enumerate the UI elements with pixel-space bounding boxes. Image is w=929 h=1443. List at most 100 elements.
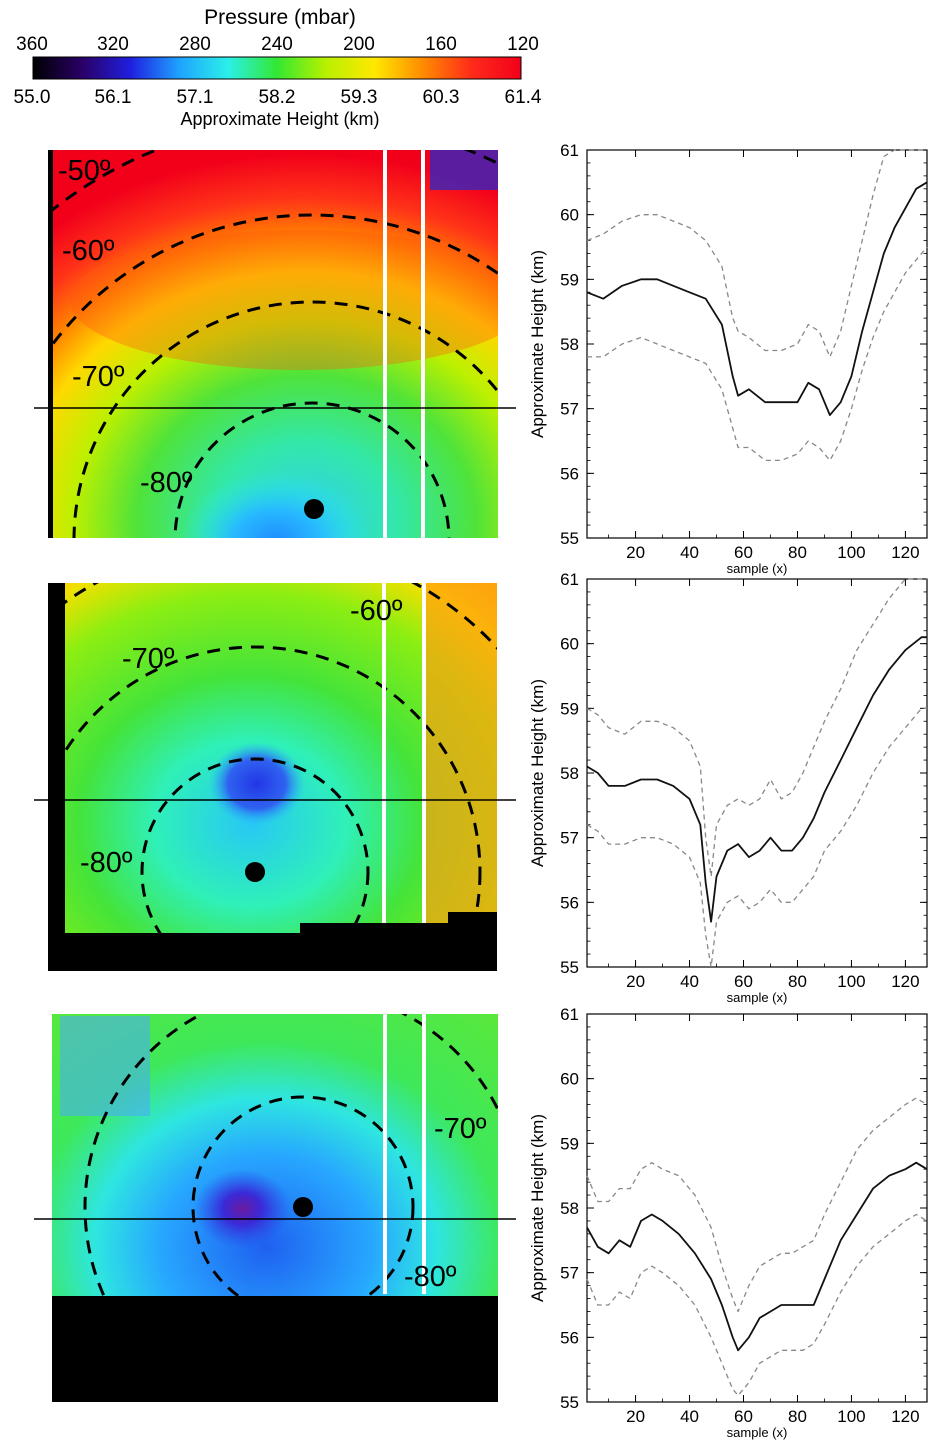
height-profile-plot-2: 55 56 57 58 59 60 61 20 40 60 80 100 120 sample (x) Ap…	[528, 570, 928, 1005]
series-line-lower	[586, 707, 927, 968]
height-tick: 56.1	[95, 87, 132, 108]
x-tick-label: 80	[788, 543, 807, 562]
pressure-tick: 280	[179, 34, 211, 55]
x-axis-label: sample (x)	[727, 1425, 788, 1440]
latitude-label: -60º	[62, 235, 115, 267]
dark-corner	[430, 150, 498, 190]
colorbar-title: Pressure (mbar)	[204, 6, 356, 29]
x-tick-label: 40	[680, 1407, 699, 1426]
pole-marker	[304, 499, 324, 519]
pressure-tick: 320	[97, 34, 129, 55]
series-line-upper	[586, 578, 927, 878]
plot-frame	[586, 1013, 928, 1403]
x-tick-label: 20	[626, 972, 645, 991]
series-line-upper	[586, 149, 927, 358]
data-gap	[383, 1014, 387, 1294]
x-axis-label: sample (x)	[727, 561, 788, 576]
vortex-core	[160, 685, 380, 875]
pressure-ticks: 360 320 280 240 200 160 120	[16, 34, 539, 55]
y-tick-label: 61	[560, 141, 579, 160]
y-tick-label: 58	[560, 1199, 579, 1218]
polar-map-2: -60º -70º -80º	[34, 583, 516, 971]
y-tick-label: 59	[560, 699, 579, 718]
data-gap	[422, 1014, 426, 1294]
y-tick-label: 59	[560, 270, 579, 289]
x-tick-label: 40	[680, 543, 699, 562]
x-tick-label: 100	[837, 972, 865, 991]
x-tick-label: 60	[734, 972, 753, 991]
warm-band	[70, 230, 498, 370]
data-gap	[382, 583, 386, 923]
height-tick: 60.3	[423, 87, 460, 108]
pressure-tick: 160	[425, 34, 457, 55]
height-profile-plots: 55 56 57 58 59 60 61 20 40 60 80 100 120 sample (x) Ap…	[528, 141, 928, 1440]
data-gap	[422, 583, 426, 923]
height-profile-plot-3: 55 56 57 58 59 60 61 20 40 60 80 100 120 sample (x) Ap…	[528, 1005, 928, 1440]
series-line-lower	[586, 1213, 928, 1397]
series-line-upper	[586, 1097, 928, 1313]
y-tick-label: 57	[560, 1264, 579, 1283]
height-tick: 61.4	[505, 87, 542, 108]
no-data-mask	[52, 1296, 498, 1402]
latitude-label: -80º	[140, 467, 193, 499]
vortex-core	[150, 1090, 370, 1270]
height-ticks: 55.0 56.1 57.1 58.2 59.3 60.3 61.4	[14, 87, 542, 108]
vortex-core	[150, 370, 450, 538]
latitude-circle	[83, 1014, 498, 1402]
latitude-circle	[191, 1095, 415, 1319]
x-tick-label: 100	[837, 543, 865, 562]
latitude-label: -70º	[72, 361, 125, 393]
x-tick-label: 20	[626, 543, 645, 562]
data-gap	[383, 150, 387, 538]
x-tick-label: 80	[788, 1407, 807, 1426]
y-tick-label: 60	[560, 1070, 579, 1089]
height-tick: 59.3	[341, 87, 378, 108]
x-tick-label: 20	[626, 1407, 645, 1426]
y-tick-label: 60	[560, 206, 579, 225]
height-tick: 55.0	[14, 87, 51, 108]
x-tick-label: 40	[680, 972, 699, 991]
y-tick-label: 56	[560, 464, 579, 483]
pressure-tick: 200	[343, 34, 375, 55]
y-tick-label: 60	[560, 635, 579, 654]
colorbar-gradient	[32, 56, 522, 80]
x-tick-label: 120	[891, 1407, 919, 1426]
y-tick-label: 55	[560, 529, 579, 548]
y-tick-label: 58	[560, 335, 579, 354]
series-line-lower	[587, 246, 928, 462]
polar-map-1: -50º -60º -70º -80º	[34, 150, 516, 538]
y-tick-label: 57	[560, 400, 579, 419]
x-tick-label: 120	[891, 972, 919, 991]
map-left-edge	[48, 150, 53, 538]
latitude-circle	[52, 213, 498, 348]
y-axis-label: Approximate Height (km)	[528, 679, 547, 867]
x-axis-label: sample (x)	[727, 990, 788, 1005]
y-axis-label: Approximate Height (km)	[528, 250, 547, 438]
series-line-mean	[586, 181, 928, 417]
y-tick-label: 59	[560, 1134, 579, 1153]
latitude-circle	[140, 757, 370, 971]
colorbar-label: Approximate Height (km)	[180, 109, 379, 129]
y-tick-label: 57	[560, 829, 579, 848]
y-tick-label: 55	[560, 958, 579, 977]
y-tick-label: 61	[560, 1005, 579, 1024]
y-tick-label: 55	[560, 1393, 579, 1412]
x-tick-label: 60	[734, 543, 753, 562]
colorbar: Pressure (mbar) 360 320 280 240 200 160 …	[14, 6, 542, 129]
y-tick-label: 56	[560, 893, 579, 912]
x-tick-label: 120	[891, 543, 919, 562]
height-tick: 57.1	[177, 87, 214, 108]
latitude-label: -80º	[404, 1261, 457, 1293]
no-data-mask	[48, 912, 497, 971]
y-tick-label: 56	[560, 1328, 579, 1347]
pressure-tick: 120	[507, 34, 539, 55]
x-tick-label: 80	[788, 972, 807, 991]
latitude-circle	[173, 401, 451, 538]
y-tick-label: 58	[560, 764, 579, 783]
polar-map-3: -70º -80º	[34, 1014, 516, 1402]
height-tick: 58.2	[259, 87, 296, 108]
height-profile-plot-1: 55 56 57 58 59 60 61 20 40 60 80 100 120 sample (x) Ap…	[528, 141, 928, 576]
latitude-label: -50º	[58, 155, 111, 187]
x-tick-label: 100	[837, 1407, 865, 1426]
pressure-tick: 360	[16, 34, 48, 55]
